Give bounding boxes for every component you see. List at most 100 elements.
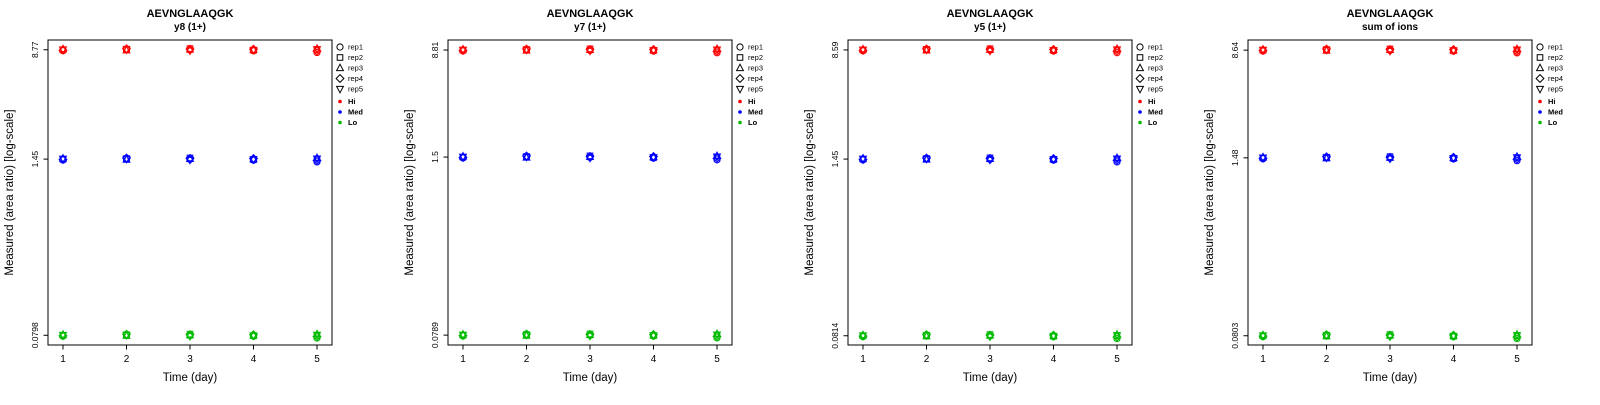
data-point-med-rep4: [1112, 155, 1122, 166]
data-point-hi-rep5: [312, 46, 322, 55]
legend-symbol-rep1: [1136, 43, 1144, 51]
x-tick-label: 2: [1324, 354, 1330, 365]
legend-label-hi: Hi: [748, 97, 756, 106]
chart-svg: AEVNGLAAQGK y8 (1+) 1 2 3 4 5 Time (day) 8.77 1.4…: [4, 8, 363, 384]
legend-symbol-rep2: [736, 54, 744, 61]
legend-symbol-rep4: [1535, 73, 1545, 84]
y-axis-label: Measured (area ratio) [log-scale]: [4, 109, 16, 275]
legend-label-rep1: rep1: [348, 43, 363, 52]
legend-symbol-rep2: [1136, 54, 1144, 61]
data-point-med-rep5: [585, 154, 595, 163]
legend-label-rep5: rep5: [1548, 85, 1563, 94]
legend-symbol-rep3: [1135, 63, 1145, 72]
data-point-med-rep5: [185, 156, 195, 165]
data-point-lo-rep5: [858, 332, 868, 341]
legend-label-rep3: rep3: [1148, 64, 1163, 73]
data-point-med-rep5: [1322, 154, 1331, 163]
legend-symbol-rep4: [735, 73, 745, 84]
legend-label-rep5: rep5: [748, 85, 763, 94]
plot-box: [847, 39, 1133, 346]
data-point-hi-rep5: [249, 46, 258, 55]
data-point-med-rep5: [858, 155, 868, 164]
legend-label-rep1: rep1: [1548, 43, 1563, 52]
y-tick-label: 1.48: [1230, 149, 1240, 166]
data-point-lo-rep4: [312, 332, 322, 342]
chart-title: AEVNGLAAQGK: [1347, 8, 1434, 20]
legend-symbol-rep2: [336, 54, 344, 61]
chart-svg: AEVNGLAAQGK y5 (1+) 1 2 3 4 5 Time (day) 8.59 1.4…: [804, 8, 1163, 384]
data-point-med-rep3: [1385, 152, 1395, 161]
data-point-lo-rep4: [1512, 332, 1522, 342]
legend-label-rep4: rep4: [748, 74, 763, 83]
data-point-lo-rep3: [585, 330, 595, 339]
legend-label-rep2: rep2: [348, 53, 363, 62]
legend-label-rep3: rep3: [348, 64, 363, 73]
data-point-hi-rep5: [458, 46, 468, 55]
data-point-med-rep3: [1112, 152, 1122, 161]
x-tick-label: 1: [460, 354, 466, 365]
y-axis-label: Measured (area ratio) [log-scale]: [804, 109, 816, 275]
y-tick-label: 8.77: [30, 41, 40, 58]
legend-label-lo: Lo: [1548, 118, 1558, 127]
legend-label-rep4: rep4: [1548, 74, 1563, 83]
chart-panel-y7: AEVNGLAAQGK y7 (1+) 1 2 3 4 5 Time (day) 8.81 1.5…: [400, 0, 800, 400]
legend-label-med: Med: [748, 108, 763, 117]
legend-symbol-rep2: [1536, 54, 1544, 61]
data-point-med-rep5: [249, 156, 258, 165]
legend-dot-med: [1538, 110, 1542, 114]
data-point-med-rep3: [585, 152, 595, 160]
data-point-hi-rep4: [1512, 46, 1522, 57]
x-tick-label: 3: [987, 354, 993, 365]
data-point-med-rep5: [985, 156, 995, 165]
x-tick-label: 5: [714, 354, 720, 365]
x-tick-label: 3: [1387, 354, 1393, 365]
data-point-lo-rep5: [985, 333, 995, 342]
plot-box: [447, 39, 733, 346]
legend-dot-med: [1138, 110, 1142, 114]
data-point-hi-rep5: [922, 46, 931, 55]
legend-symbol-rep3: [1535, 63, 1545, 72]
legend-label-rep3: rep3: [1548, 64, 1563, 73]
legend-dot-med: [338, 110, 342, 114]
x-tick-label: 1: [1260, 354, 1266, 365]
data-point-hi-rep3: [1112, 43, 1122, 52]
legend-label-med: Med: [348, 108, 363, 117]
chart-svg: AEVNGLAAQGK y7 (1+) 1 2 3 4 5 Time (day) 8.81 1.5…: [404, 8, 763, 384]
chart-subtitle: y5 (1+): [974, 22, 1006, 33]
data-point-lo-rep5: [1322, 332, 1331, 341]
data-point-med-rep5: [458, 153, 468, 162]
y-axis-label: Measured (area ratio) [log-scale]: [404, 109, 416, 275]
legend-label-rep2: rep2: [748, 53, 763, 62]
data-point-med-rep5: [922, 155, 931, 164]
data-point-hi-rep5: [1449, 47, 1458, 56]
x-axis-label: Time (day): [1363, 372, 1418, 384]
data-point-lo-rep5: [1112, 332, 1122, 341]
legend-label-rep5: rep5: [1148, 85, 1163, 94]
data-point-lo-rep5: [1049, 332, 1058, 341]
legend-symbol-rep5: [1535, 85, 1545, 94]
chart-subtitle: y7 (1+): [574, 22, 606, 33]
data-point-med-rep4: [712, 153, 722, 164]
data-point-hi-rep5: [58, 46, 68, 55]
data-point-med-rep5: [1385, 155, 1395, 164]
chart-panel-y8: AEVNGLAAQGK y8 (1+) 1 2 3 4 5 Time (day) 8.77 1.4…: [0, 0, 400, 400]
data-point-lo-rep5: [1258, 332, 1268, 341]
x-tick-label: 2: [124, 354, 130, 365]
data-point-hi-rep5: [585, 47, 595, 56]
legend-dot-hi: [338, 99, 342, 104]
legend-label-rep4: rep4: [1148, 74, 1163, 83]
data-point-med-rep5: [58, 155, 68, 164]
data-point-lo-rep5: [249, 332, 258, 341]
legend-symbol-rep4: [1135, 73, 1145, 84]
data-point-lo-rep5: [58, 331, 68, 340]
x-axis-label: Time (day): [963, 372, 1018, 384]
x-tick-label: 3: [587, 354, 593, 365]
y-axis-label: Measured (area ratio) [log-scale]: [1204, 109, 1216, 275]
data-point-lo-rep5: [122, 332, 131, 341]
data-point-lo-rep5: [649, 332, 658, 341]
x-axis-label: Time (day): [163, 372, 218, 384]
x-tick-label: 1: [60, 354, 66, 365]
chart-title: AEVNGLAAQGK: [147, 8, 234, 20]
legend-label-rep1: rep1: [1148, 43, 1163, 52]
data-point-med-rep5: [1112, 155, 1122, 164]
